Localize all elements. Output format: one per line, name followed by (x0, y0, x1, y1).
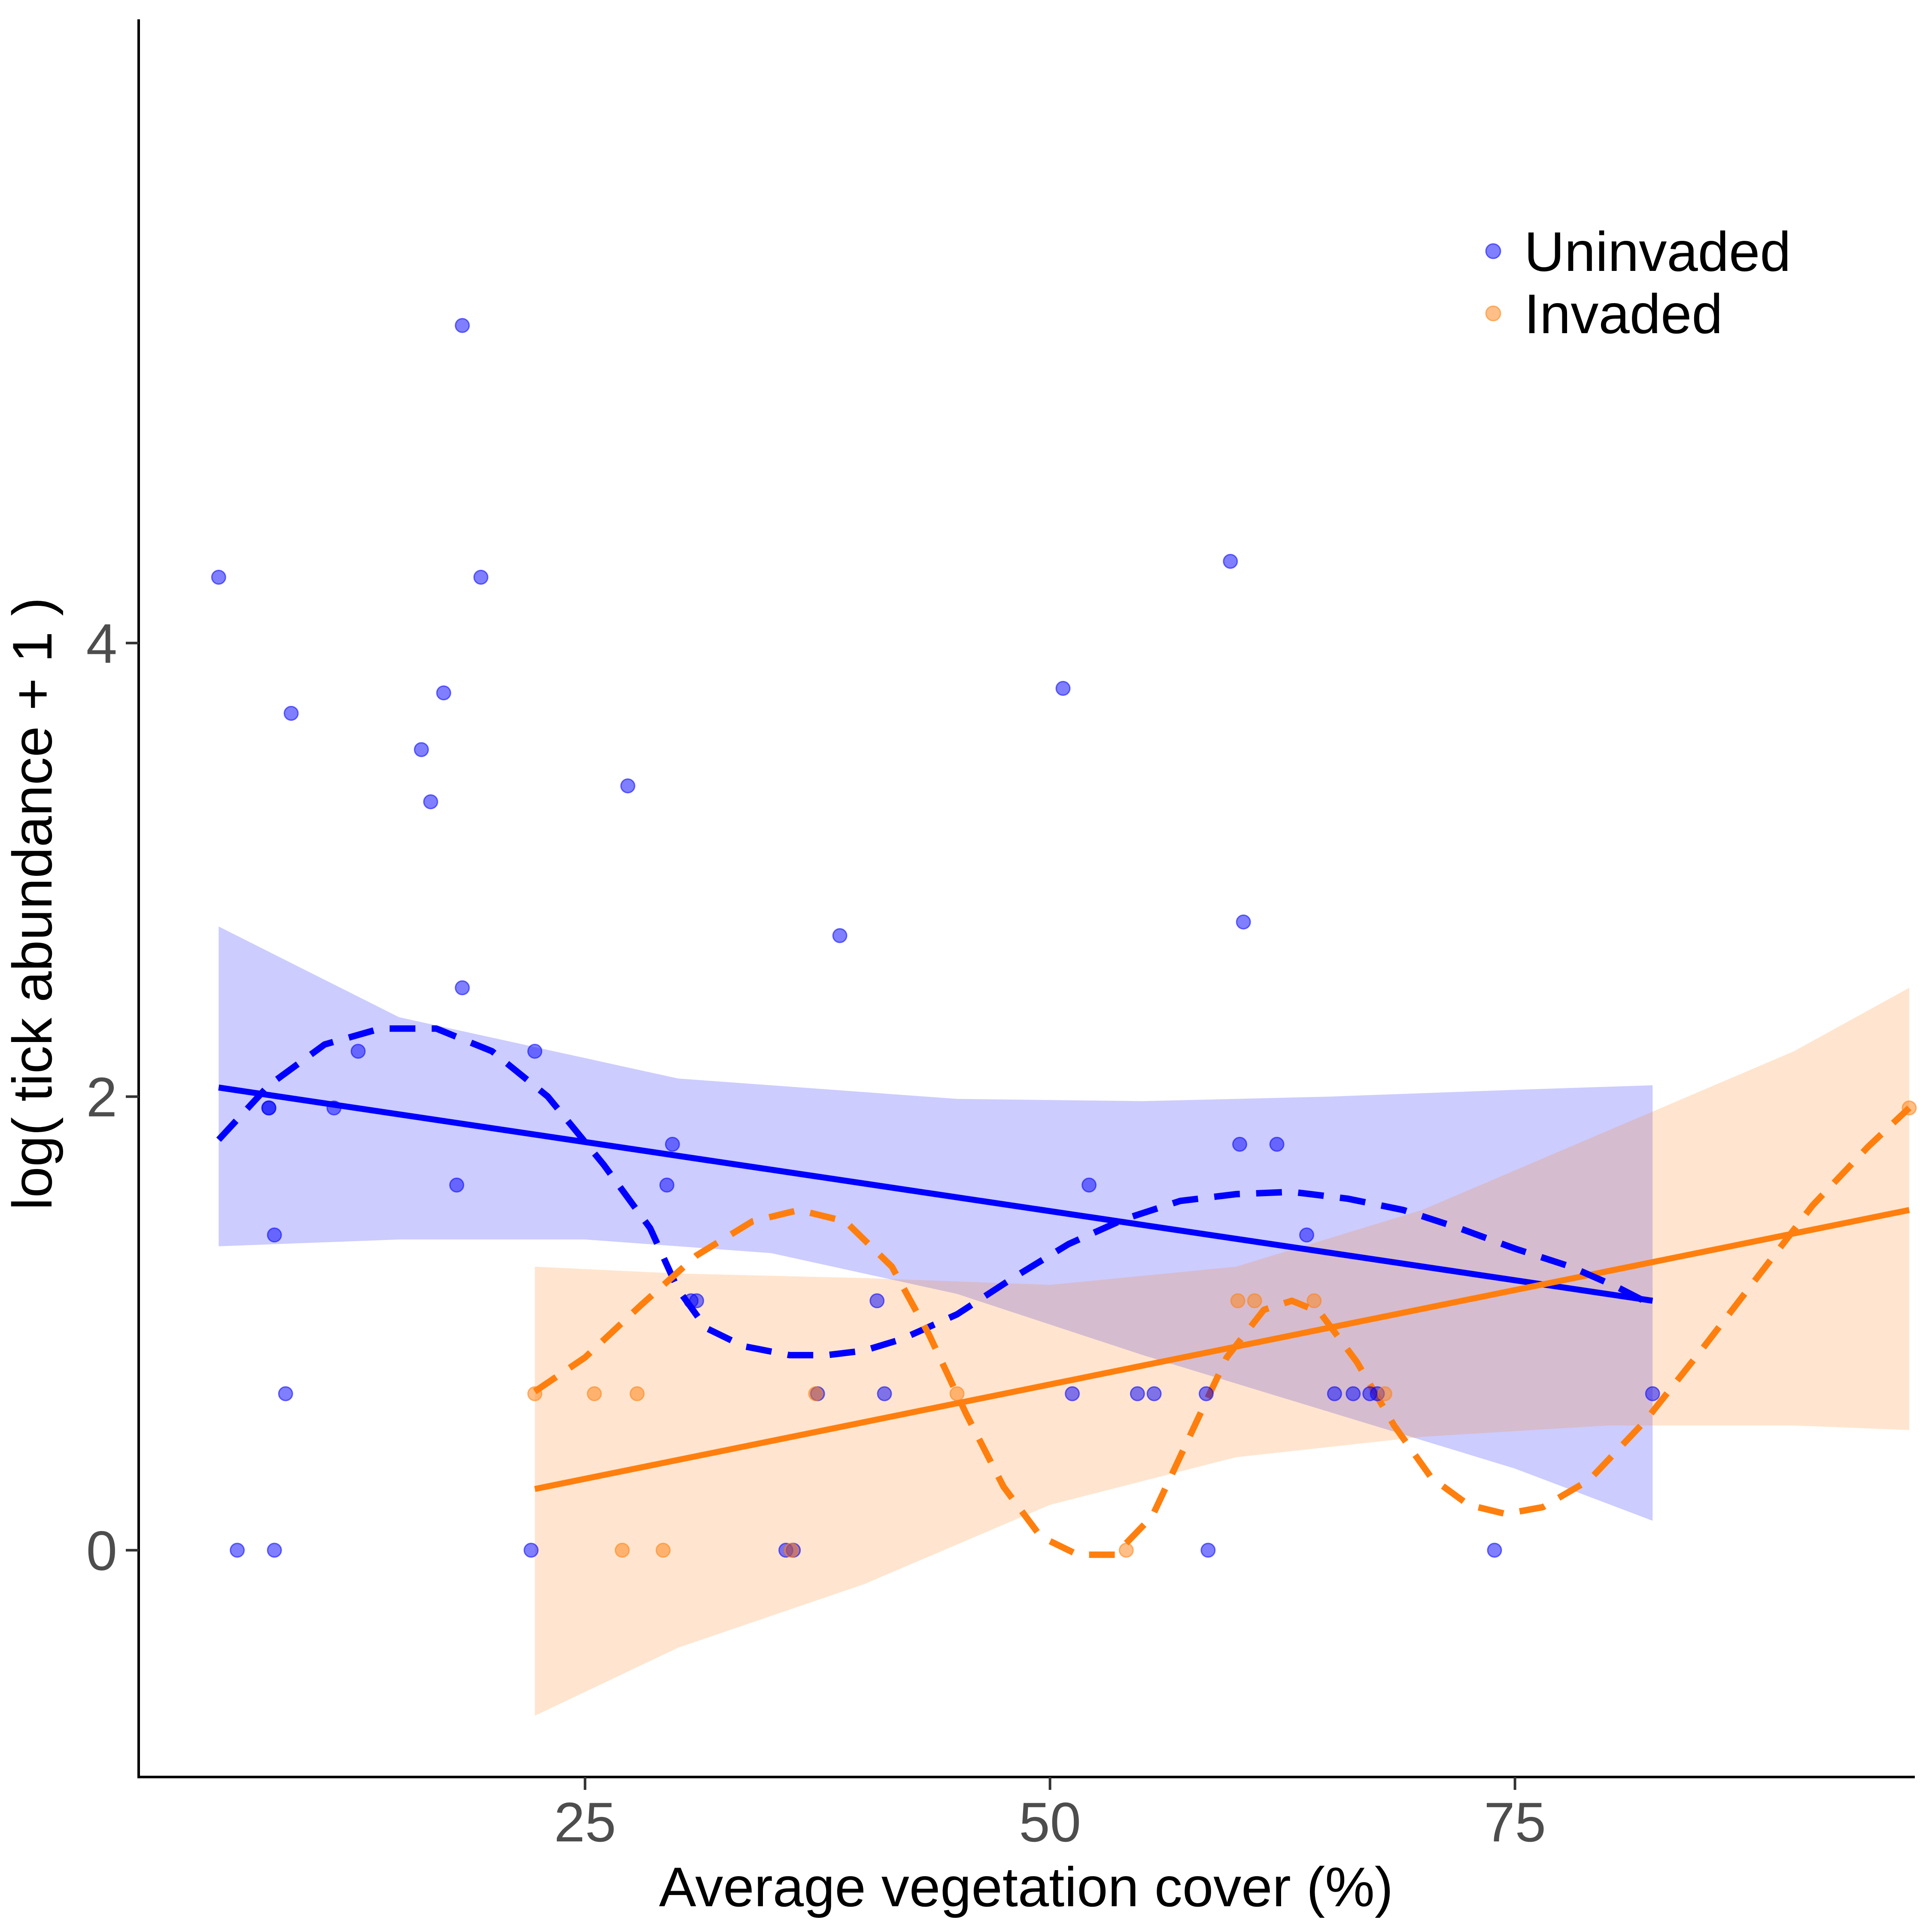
uninvaded-confidence-band (219, 927, 1653, 1521)
uninvaded-data-point (1346, 1386, 1361, 1401)
legend-key-uninvaded (1485, 243, 1501, 259)
y-tick-label: 2 (86, 1066, 117, 1128)
uninvaded-data-point (436, 685, 451, 701)
invaded-data-point (656, 1543, 671, 1558)
uninvaded-data-point (1299, 1227, 1314, 1242)
uninvaded-data-point (869, 1293, 885, 1309)
uninvaded-data-point (267, 1227, 282, 1242)
uninvaded-data-point (832, 928, 848, 943)
uninvaded-data-point (326, 1100, 342, 1116)
y-axis-ticks: 0 2 4 (86, 612, 139, 1582)
uninvaded-data-point (211, 570, 226, 585)
invaded-fit-line (534, 1207, 1910, 1492)
y-tick-label: 4 (86, 612, 117, 675)
uninvaded-data-point (1199, 1386, 1214, 1401)
invaded-data-point (1230, 1293, 1245, 1309)
legend-label-invaded: Invaded (1524, 283, 1723, 345)
x-tick-label: 50 (1019, 1791, 1081, 1853)
invaded-data-point (1118, 1543, 1134, 1558)
uninvaded-data-point (267, 1543, 282, 1558)
uninvaded-data-point (449, 1177, 465, 1193)
uninvaded-data-point (350, 1044, 366, 1059)
uninvaded-data-point (1487, 1543, 1502, 1558)
uninvaded-data-point (1055, 680, 1071, 696)
uninvaded-data-point (1645, 1386, 1660, 1401)
invaded-data-point (1902, 1100, 1917, 1116)
y-tick-label: 0 (86, 1519, 117, 1582)
uninvaded-data-point (1269, 1136, 1285, 1152)
uninvaded-data-point (689, 1293, 705, 1309)
uninvaded-data-point (261, 1100, 276, 1116)
uninvaded-data-point (877, 1386, 892, 1401)
invaded-data-point (527, 1386, 543, 1401)
uninvaded-data-point (1232, 1136, 1247, 1152)
x-axis-title: Average vegetation cover (%) (659, 1856, 1393, 1918)
uninvaded-data-point (473, 570, 489, 585)
uninvaded-data-point (278, 1386, 293, 1401)
invaded-data-point (629, 1386, 645, 1401)
invaded-smooth-curve (533, 1106, 1912, 1558)
uninvaded-data-point (414, 742, 429, 757)
invaded-data-point (808, 1386, 823, 1401)
linear-fit-lines (218, 1084, 1910, 1492)
uninvaded-data-point (455, 980, 470, 996)
invaded-data-point (1306, 1293, 1322, 1309)
y-axis-title: log( tick abundance + 1 ) (1, 597, 64, 1210)
legend-key-invaded (1485, 305, 1501, 322)
uninvaded-data-point (523, 1543, 539, 1558)
invaded-data-point (784, 1543, 799, 1558)
uninvaded-data-point (1065, 1386, 1080, 1401)
smooth-curves (216, 1025, 1912, 1558)
x-tick-label: 25 (554, 1791, 616, 1853)
legend-label-uninvaded: Uninvaded (1524, 220, 1791, 283)
uninvaded-data-point (1236, 914, 1251, 930)
uninvaded-data-point (230, 1543, 245, 1558)
uninvaded-data-point (1223, 554, 1238, 569)
uninvaded-data-point (1327, 1386, 1342, 1401)
invaded-data-point (949, 1386, 965, 1401)
uninvaded-data-point (455, 318, 470, 333)
invaded-data-point (614, 1543, 630, 1558)
axes (137, 19, 1915, 1778)
uninvaded-data-point (1146, 1386, 1162, 1401)
uninvaded-data-point (423, 794, 438, 809)
invaded-data-point (1377, 1386, 1392, 1401)
uninvaded-data-point (620, 778, 635, 793)
uninvaded-data-point (1130, 1386, 1145, 1401)
uninvaded-fit-line (218, 1084, 1653, 1304)
x-tick-label: 75 (1484, 1791, 1546, 1853)
uninvaded-data-point (527, 1044, 543, 1059)
invaded-data-point (586, 1386, 602, 1401)
uninvaded-data-point (665, 1136, 680, 1152)
uninvaded-smooth-curve (216, 1025, 1654, 1358)
uninvaded-data-point (283, 706, 299, 721)
x-axis-ticks: 25 50 75 (554, 1777, 1546, 1853)
uninvaded-data-point (1081, 1177, 1097, 1193)
uninvaded-data-point (659, 1177, 674, 1193)
data-points (211, 318, 1917, 1558)
uninvaded-data-point (1200, 1543, 1216, 1558)
invaded-data-point (1247, 1293, 1262, 1309)
